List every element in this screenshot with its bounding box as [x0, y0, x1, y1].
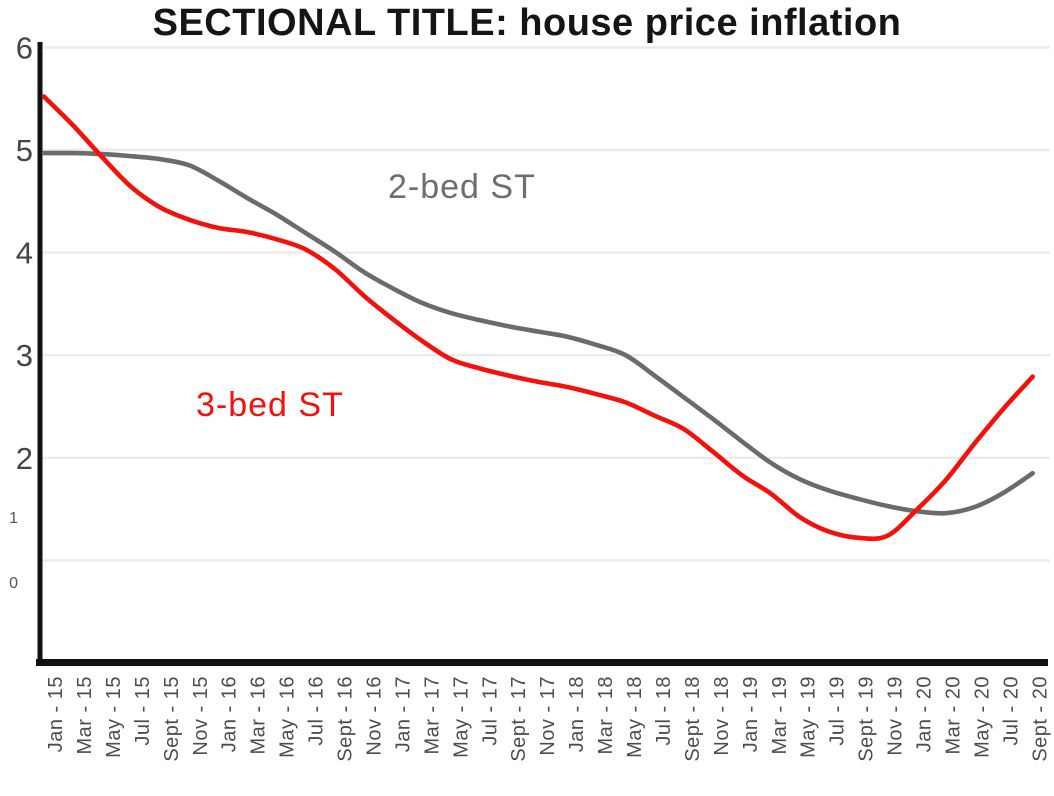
- x-tick-label: Jan - 19: [740, 676, 762, 752]
- x-tick-label: May - 19: [798, 676, 820, 758]
- x-tick-label: Sept - 19: [856, 676, 878, 762]
- x-tick-label: Jul - 19: [827, 676, 849, 746]
- x-tick-label: Mar - 18: [595, 676, 617, 754]
- x-tick-label: Mar - 19: [769, 676, 791, 754]
- series-line-2bed-st: [41, 150, 1035, 516]
- x-tick-label: Mar - 20: [942, 676, 964, 754]
- x-tick-label: Jan - 20: [914, 676, 936, 752]
- y-tick-label-small: 0: [9, 575, 18, 592]
- x-tick-label: Sept - 16: [335, 676, 357, 762]
- x-tick-label: Nov - 16: [363, 676, 385, 756]
- x-tick-label: Nov - 17: [537, 676, 559, 756]
- x-tick-label: May - 18: [624, 676, 646, 758]
- x-tick-label: Mar - 15: [74, 676, 96, 754]
- x-tick-label: May - 15: [103, 676, 125, 758]
- y-tick-label: 3: [16, 338, 33, 373]
- x-tick-label: Jan - 17: [392, 676, 414, 752]
- x-tick-label: May - 17: [450, 676, 472, 758]
- x-tick-label: Nov - 19: [885, 676, 907, 756]
- series-label-2bed-st: 2-bed ST: [388, 168, 536, 206]
- x-tick-label: Sept - 18: [682, 676, 704, 762]
- y-tick-label: 2: [16, 441, 33, 476]
- y-tick-label: 5: [16, 133, 33, 168]
- x-tick-label: Jul - 17: [479, 676, 501, 746]
- x-tick-label: Sept - 15: [161, 676, 183, 762]
- y-tick-label: 4: [16, 236, 33, 271]
- x-tick-label: Mar - 16: [248, 676, 270, 754]
- x-tick-label: May - 20: [971, 676, 993, 758]
- x-tick-label: Jan - 18: [566, 676, 588, 752]
- y-tick-label-small: 1: [9, 510, 18, 527]
- x-tick-label: Nov - 18: [711, 676, 733, 756]
- x-tick-label: Sept - 20: [1029, 676, 1051, 762]
- chart-title: SECTIONAL TITLE: house price inflation: [152, 2, 902, 44]
- x-tick-label: Jul - 15: [132, 676, 154, 746]
- x-tick-label: Jan - 16: [219, 676, 241, 752]
- y-axis-line: [37, 42, 43, 666]
- x-tick-label: Jul - 20: [1000, 676, 1022, 746]
- x-tick-label: Jul - 16: [306, 676, 328, 746]
- y-tick-label: 6: [16, 30, 33, 65]
- x-tick-label: Jul - 18: [653, 676, 675, 746]
- x-tick-label: Jan - 15: [45, 676, 67, 752]
- series-label-3bed-st: 3-bed ST: [196, 386, 344, 424]
- x-tick-label: May - 16: [277, 676, 299, 758]
- series-line-3bed-st: [41, 94, 1035, 542]
- x-tick-label: Mar - 17: [421, 676, 443, 754]
- x-axis-line: [36, 659, 1048, 666]
- x-tick-label: Sept - 17: [508, 676, 530, 762]
- x-tick-label: Nov - 15: [190, 676, 212, 756]
